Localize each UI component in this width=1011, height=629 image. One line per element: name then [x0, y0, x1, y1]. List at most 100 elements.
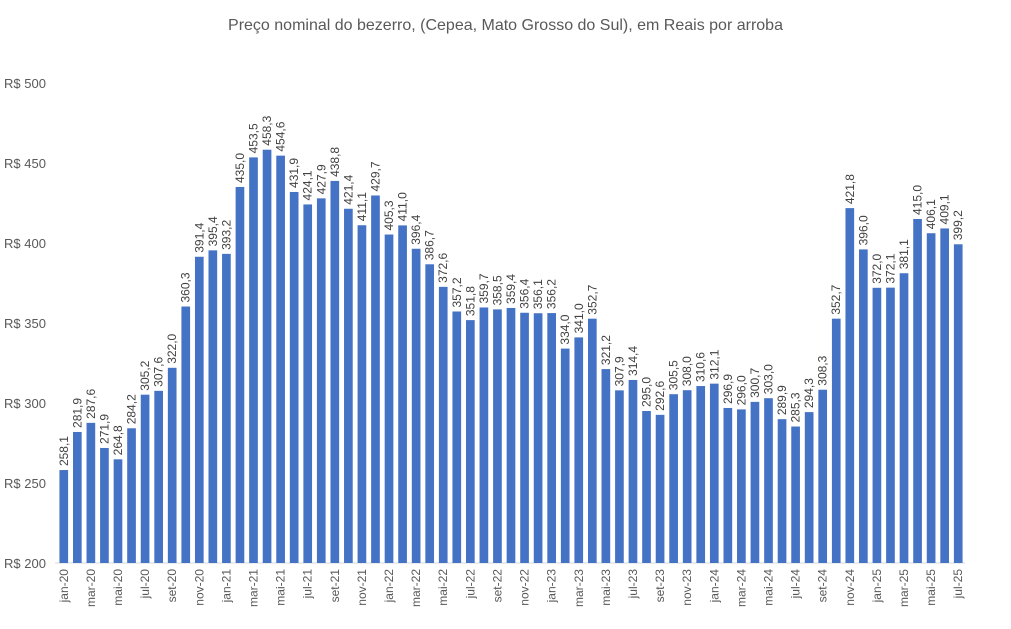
- bar: [208, 250, 218, 564]
- data-label: 405,3: [382, 200, 396, 230]
- data-label: 386,7: [423, 230, 437, 260]
- data-label: 307,9: [612, 356, 626, 386]
- data-label: 391,4: [192, 222, 206, 252]
- data-label: 372,0: [870, 253, 884, 283]
- data-label: 429,7: [368, 161, 382, 191]
- x-tick-label: mai-20: [111, 569, 125, 606]
- data-label: 356,4: [518, 278, 532, 308]
- data-label: 458,3: [260, 115, 274, 145]
- bar: [953, 244, 963, 563]
- bar: [859, 249, 868, 563]
- bar: [357, 225, 367, 564]
- bar: [926, 233, 936, 564]
- bar: [493, 309, 502, 563]
- data-label: 321,2: [599, 335, 613, 365]
- x-tick-label: set-23: [653, 569, 667, 603]
- bar: [452, 311, 462, 563]
- data-label: 396,0: [856, 215, 870, 245]
- bar: [316, 198, 326, 564]
- data-label: 341,0: [572, 303, 586, 333]
- bar: [560, 348, 570, 563]
- x-axis: jan-20 mar-20 mai-20 jul-20 set-20 nov-20 jan-…: [57, 569, 965, 607]
- bar: [222, 253, 231, 563]
- x-tick-label: jan-20: [57, 569, 71, 604]
- data-label: 393,2: [219, 220, 233, 250]
- data-label: 287,6: [84, 388, 98, 418]
- data-label: 395,4: [206, 216, 220, 246]
- data-label: 431,9: [287, 158, 301, 188]
- bar: [574, 337, 584, 563]
- x-tick-label: jul-20: [138, 569, 152, 600]
- bar: [682, 390, 692, 563]
- data-label: 356,2: [545, 279, 559, 309]
- bar: [181, 306, 191, 563]
- x-tick-label: mar-20: [84, 569, 98, 607]
- bar: [276, 155, 285, 563]
- y-tick-label: R$ 400: [4, 236, 46, 251]
- chart-title: Preço nominal do bezerro, (Cepea, Mato G…: [228, 17, 783, 34]
- data-label: 310,6: [694, 352, 708, 382]
- bar: [235, 187, 245, 563]
- data-label: 427,9: [314, 164, 328, 194]
- bar: [791, 426, 800, 563]
- data-label: 281,9: [70, 398, 84, 428]
- data-label: 421,4: [341, 174, 355, 204]
- x-tick-label: nov-23: [680, 569, 694, 606]
- data-label: 381,1: [897, 239, 911, 269]
- data-label: 396,4: [409, 214, 423, 244]
- bar: [411, 248, 421, 563]
- data-label: 305,2: [138, 360, 152, 390]
- bar: [113, 459, 123, 563]
- x-tick-label: jul-25: [951, 569, 965, 600]
- bar: [777, 419, 787, 563]
- bar: [86, 422, 96, 563]
- bar: [100, 447, 109, 563]
- x-tick-label: mai-21: [274, 569, 288, 606]
- bar: [764, 398, 773, 563]
- bar: [601, 369, 611, 563]
- x-tick-label: jul-24: [789, 569, 803, 600]
- bar: [615, 390, 624, 563]
- data-label: 308,0: [680, 356, 694, 386]
- bar: [127, 428, 136, 563]
- x-tick-label: set-22: [490, 569, 504, 603]
- bar: [506, 307, 516, 563]
- bar: [655, 414, 665, 563]
- data-label: 406,1: [924, 199, 938, 229]
- data-label: 372,1: [883, 253, 897, 283]
- data-label: 357,2: [450, 277, 464, 307]
- x-tick-label: nov-21: [355, 569, 369, 606]
- x-tick-label: set-20: [165, 569, 179, 603]
- y-tick-label: R$ 500: [4, 76, 46, 91]
- bar: [289, 191, 299, 563]
- x-tick-label: set-21: [328, 569, 342, 603]
- data-label: 294,3: [802, 378, 816, 408]
- data-label: 438,8: [328, 147, 342, 177]
- bar: [750, 401, 760, 563]
- bar: [384, 234, 394, 563]
- y-tick-label: R$ 350: [4, 316, 46, 331]
- bar: [886, 287, 895, 563]
- x-tick-label: mar-23: [572, 569, 586, 607]
- x-tick-label: mai-25: [924, 569, 938, 606]
- data-label: 285,3: [789, 392, 803, 422]
- data-label: 303,0: [761, 364, 775, 394]
- data-label: 296,0: [734, 375, 748, 405]
- data-label: 264,8: [111, 425, 125, 455]
- data-label: 296,9: [721, 374, 735, 404]
- bar: [59, 470, 69, 563]
- bar: [723, 407, 733, 563]
- x-tick-label: mar-22: [409, 569, 423, 607]
- bar: [696, 386, 706, 563]
- bar: [438, 286, 448, 563]
- bar: [249, 157, 258, 563]
- data-label: 409,1: [938, 194, 952, 224]
- data-label: 351,8: [463, 286, 477, 316]
- data-label: 372,6: [436, 252, 450, 282]
- data-label: 358,5: [490, 275, 504, 305]
- data-label: 424,1: [301, 170, 315, 200]
- y-tick-label: R$ 250: [4, 476, 46, 491]
- bar: [899, 273, 909, 563]
- bar: [466, 320, 475, 563]
